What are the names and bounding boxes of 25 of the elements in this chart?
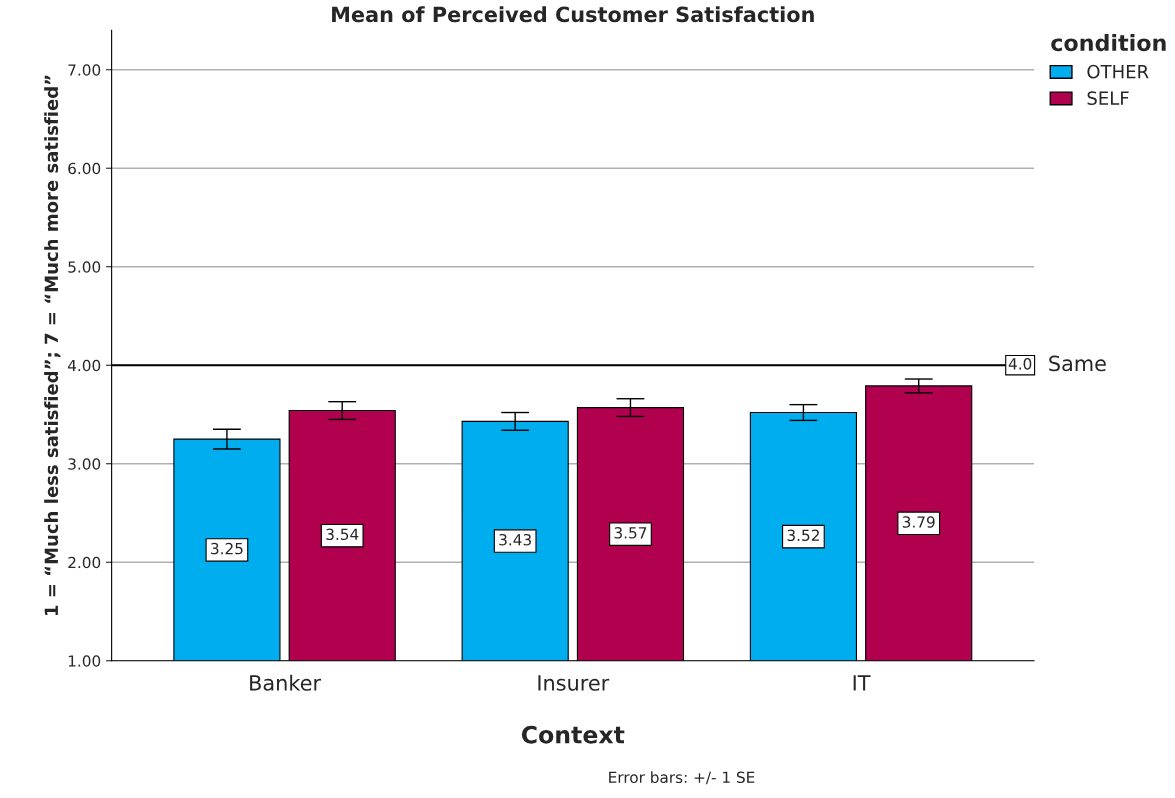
x-tick-label: Insurer bbox=[538, 675, 610, 691]
text: Error bars: +/- 1 SE bbox=[609, 771, 755, 785]
data-label: 3.54 bbox=[326, 528, 359, 541]
ref-line-label: Same bbox=[1049, 355, 1106, 372]
y-tick-label: 1.00 bbox=[68, 655, 101, 667]
chart-title: Mean of Perceived Customer Satisfaction bbox=[332, 6, 814, 23]
y-tick-label: 7.00 bbox=[68, 64, 101, 76]
y-tick-label: 6.00 bbox=[68, 162, 101, 175]
x-tick-label: Banker bbox=[250, 674, 322, 691]
data-label: 3.52 bbox=[787, 529, 819, 542]
y-tick-label: 4.00 bbox=[67, 359, 101, 372]
legend-label: OTHER bbox=[1087, 64, 1149, 79]
y-axis-title: 1 = “Much less satisfied”; 7 = “Much more satisfied” bbox=[44, 75, 61, 616]
y-tick-label: 3.00 bbox=[68, 458, 101, 470]
data-label: 3.43 bbox=[499, 533, 531, 546]
data-label: 3.57 bbox=[614, 527, 647, 539]
x-tick-label: IT bbox=[853, 675, 871, 691]
annotation: 4.0 bbox=[1008, 358, 1032, 370]
data-label: 3.25 bbox=[211, 542, 243, 555]
legend-title: condition bbox=[1051, 33, 1166, 52]
legend-label: SELF bbox=[1087, 91, 1129, 105]
y-tick-label: 5.00 bbox=[68, 261, 101, 273]
y-tick-label: 2.00 bbox=[68, 556, 101, 569]
data-label: 3.79 bbox=[902, 516, 935, 528]
x-axis-title: Context bbox=[521, 725, 625, 744]
